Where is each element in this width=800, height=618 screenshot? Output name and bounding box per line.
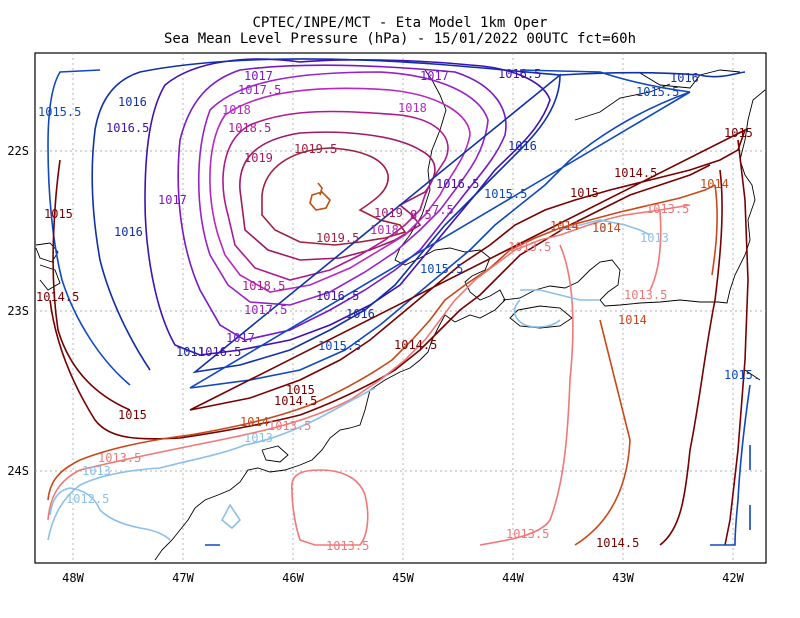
contour-label: 1019.5 [294,142,337,156]
contour-label: 1014 [550,219,579,233]
contour-label: 1013.5 [624,288,667,302]
contour-label: 1016.5 [106,121,149,135]
isobar-1020-inner [317,182,323,196]
contour-label: 1015 [286,383,315,397]
y-tick-label: 23S [7,304,29,318]
contour-label: 1015 [724,126,753,140]
contour-label: 1016 [114,225,143,239]
x-tick-label: 46W [282,571,304,585]
isobar-1016 [91,58,746,374]
contour-label: 1014.5 [274,394,317,408]
isobar-1016-5 [144,58,551,356]
contour-label: 1019.5 [316,231,359,245]
x-tick-label: 42W [722,571,744,585]
isobar-1013 [47,219,651,541]
contour-label: 1015.5 [420,262,463,276]
contour-label: 13 [592,221,606,235]
contour-label: 1014 [592,221,621,235]
contour-label: 1013.5 [506,527,549,541]
contour-label: 1015.5 [636,85,679,99]
x-tick-label: 47W [172,571,194,585]
contour-label: 1017 [226,331,255,345]
x-tick-label: 48W [62,571,84,585]
contour-label: 1014 [700,177,729,191]
contour-label: 1015.5 [38,105,81,119]
contour-label: 8.5 [410,208,432,222]
contour-label: 1015. [724,368,760,382]
isobar-1015-5 [47,69,691,389]
contour-label: 1017 [158,193,187,207]
isobar-1017-5 [198,71,489,306]
coastline [35,69,766,561]
isobars [47,58,751,546]
contour-label: 1018.5 [242,279,285,293]
contour-label: 1016.5 [436,177,479,191]
isobar-1017 [177,64,507,341]
isobar-1019-5 [261,147,407,246]
contour-label: 1018.5 [228,121,271,135]
contour-label: 1018 [398,101,427,115]
y-tick-label: 24S [7,464,29,478]
x-tick-label: 44W [502,571,524,585]
contour-label: 1016.5 [198,345,241,359]
contour-label: 1013.5 [646,202,689,216]
contour-label: 1014 [618,313,647,327]
contour-label: 7.5 [432,203,454,217]
contour-label: 1013.5 [326,539,369,553]
contour-label: 1011 [176,345,205,359]
contour-label: 1016 [508,139,537,153]
contour-label: 1014.5 [596,536,639,550]
contour-label: 1013 [244,431,273,445]
isobar-1018-5 [222,110,449,281]
contour-label: 1017 [244,69,273,83]
contour-label: 1014.5 [614,166,657,180]
contour-label: 1017.5 [244,303,287,317]
x-tick-label: 45W [392,571,414,585]
contour-label: 1018 [222,103,251,117]
isobar-east-1015-5 [710,384,751,546]
contour-label: 1013 [640,231,669,245]
isobar-1020 [309,191,331,211]
contour-label: 1018 [370,223,399,237]
contour-label: 1012.5 [66,492,109,506]
contour-label: 1017.5 [238,83,281,97]
y-axis: 22S 23S 24S [7,144,29,478]
contour-label: 1016 [670,71,699,85]
contour-label: 1019 [244,151,273,165]
y-tick-label: 22S [7,144,29,158]
contour-label: 1014.5 [394,338,437,352]
x-tick-label: 43W [612,571,634,585]
title-line-2: Sea Mean Level Pressure (hPa) - 15/01/20… [164,31,636,47]
contour-label: 1015 [44,207,73,221]
contour-label: 1013.5 [98,451,141,465]
contour-label: 1016 [118,95,147,109]
contour-label: 1016.5 [316,289,359,303]
contour-label: 1015 [118,408,147,422]
title-line-1: CPTEC/INPE/MCT - Eta Model 1km Oper [252,15,547,31]
contour-label: 1015 [570,186,599,200]
contour-label: 1015.5 [484,187,527,201]
contour-label: 1013.5 [268,419,311,433]
contour-label: 1014.5 [36,290,79,304]
isobar-1012-5 [49,487,171,541]
contour-label: 1016 [346,307,375,321]
graticule [35,53,766,563]
contour-labels: 1017 1017 1017.5 1016 1015.5 1016.5 1018… [36,67,760,553]
isobar-1014-5 [49,164,723,546]
contour-label: 1016.5 [498,67,541,81]
contour-label: 1014 [240,415,269,429]
isobar-1015 [52,128,749,546]
isobar-1014 [47,184,718,546]
x-axis: 48W 47W 46W 45W 44W 43W 42W [62,571,744,585]
isobar-east-1015-5-dash [205,445,751,546]
contour-label: 1019 [374,206,403,220]
contour-label: 1017 [420,69,449,83]
isobar-1018 [209,87,471,293]
contour-label: 1015.5 [318,339,361,353]
isobar-1013-5 [47,204,691,546]
contour-label: 1013 [82,464,111,478]
contour-label: 1013.5 [508,240,551,254]
